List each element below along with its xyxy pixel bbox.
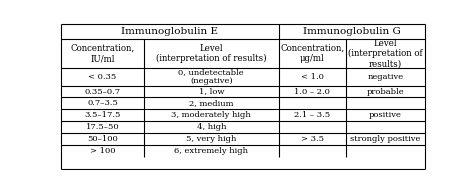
- Text: probable: probable: [366, 87, 404, 96]
- Text: 50–100: 50–100: [87, 135, 118, 143]
- Text: > 3.5: > 3.5: [301, 135, 324, 143]
- Text: > 100: > 100: [90, 147, 115, 155]
- Text: Level
(interpretation of results): Level (interpretation of results): [156, 44, 266, 63]
- Text: 2.1 – 3.5: 2.1 – 3.5: [294, 111, 330, 119]
- Text: 0.7–3.5: 0.7–3.5: [87, 100, 118, 108]
- Text: Concentration,
IU/ml: Concentration, IU/ml: [71, 44, 135, 63]
- Text: < 1.0: < 1.0: [301, 73, 324, 81]
- Text: Immunoglobulin G: Immunoglobulin G: [303, 27, 401, 36]
- Text: 17.5–50: 17.5–50: [86, 123, 119, 131]
- Text: 1.0 – 2.0: 1.0 – 2.0: [294, 87, 330, 96]
- Text: 5, very high: 5, very high: [186, 135, 237, 143]
- Text: 3, moderately high: 3, moderately high: [172, 111, 251, 119]
- Text: negative: negative: [367, 73, 403, 81]
- Text: 0.35–0.7: 0.35–0.7: [84, 87, 120, 96]
- Text: 0, undetectable
(negative): 0, undetectable (negative): [179, 68, 244, 85]
- Text: positive: positive: [369, 111, 402, 119]
- Text: 4, high: 4, high: [197, 123, 226, 131]
- Text: Immunoglobulin E: Immunoglobulin E: [121, 27, 219, 36]
- Text: Level
(interpretation of
results): Level (interpretation of results): [348, 39, 423, 69]
- Text: < 0.35: < 0.35: [89, 73, 117, 81]
- Text: 1, low: 1, low: [199, 87, 224, 96]
- Text: 3.5–17.5: 3.5–17.5: [84, 111, 121, 119]
- Text: 2, medium: 2, medium: [189, 100, 234, 108]
- Text: strongly positive: strongly positive: [350, 135, 420, 143]
- Text: Concentration,
μg/ml: Concentration, μg/ml: [280, 44, 344, 63]
- Text: 6, extremely high: 6, extremely high: [174, 147, 248, 155]
